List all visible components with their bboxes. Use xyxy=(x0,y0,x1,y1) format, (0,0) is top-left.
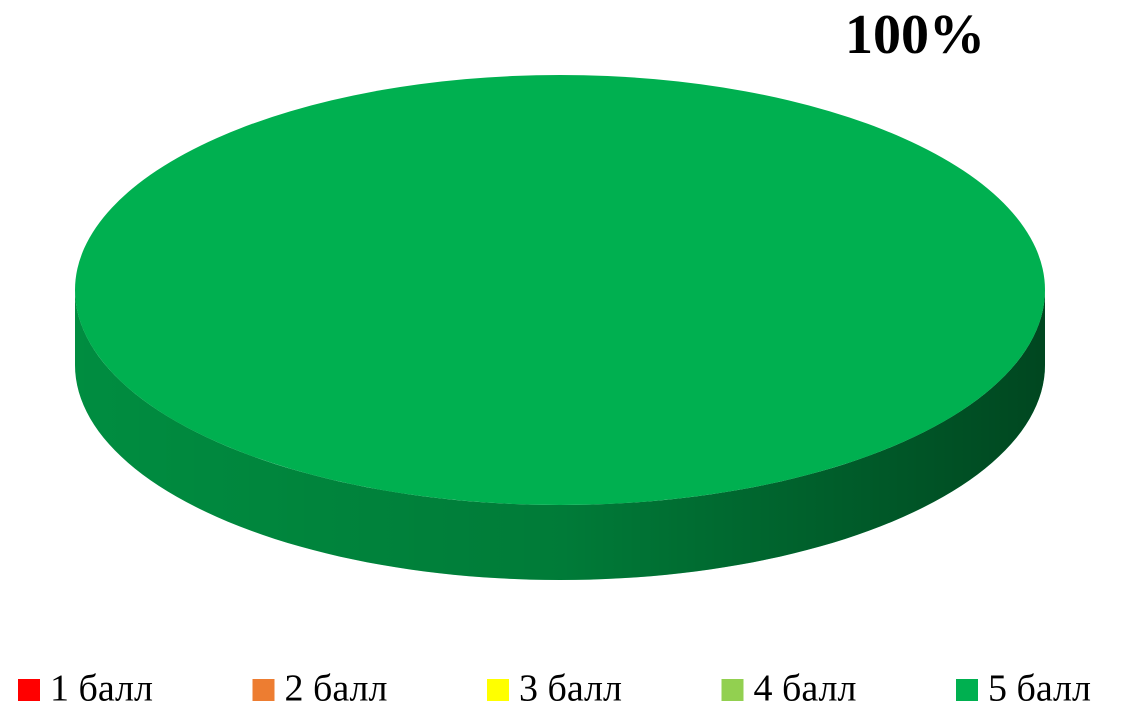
legend-label: 2 балл xyxy=(285,668,388,710)
data-label: 100% xyxy=(845,4,985,66)
legend-swatch xyxy=(487,679,509,701)
legend-label: 4 балл xyxy=(754,668,857,710)
pie: 100% xyxy=(75,4,1045,580)
legend-swatch xyxy=(956,679,978,701)
legend: 1 балл 2 балл 3 балл 4 балл 5 балл xyxy=(18,668,1091,710)
legend-label: 3 балл xyxy=(519,668,622,710)
legend-label: 1 балл xyxy=(50,668,153,710)
slice xyxy=(75,75,1045,505)
legend-swatch xyxy=(252,679,275,701)
slice-side-shade xyxy=(75,290,1045,580)
legend-swatch xyxy=(18,679,40,701)
legend-label: 5 балл xyxy=(988,668,1091,710)
legend-swatch xyxy=(721,679,744,701)
